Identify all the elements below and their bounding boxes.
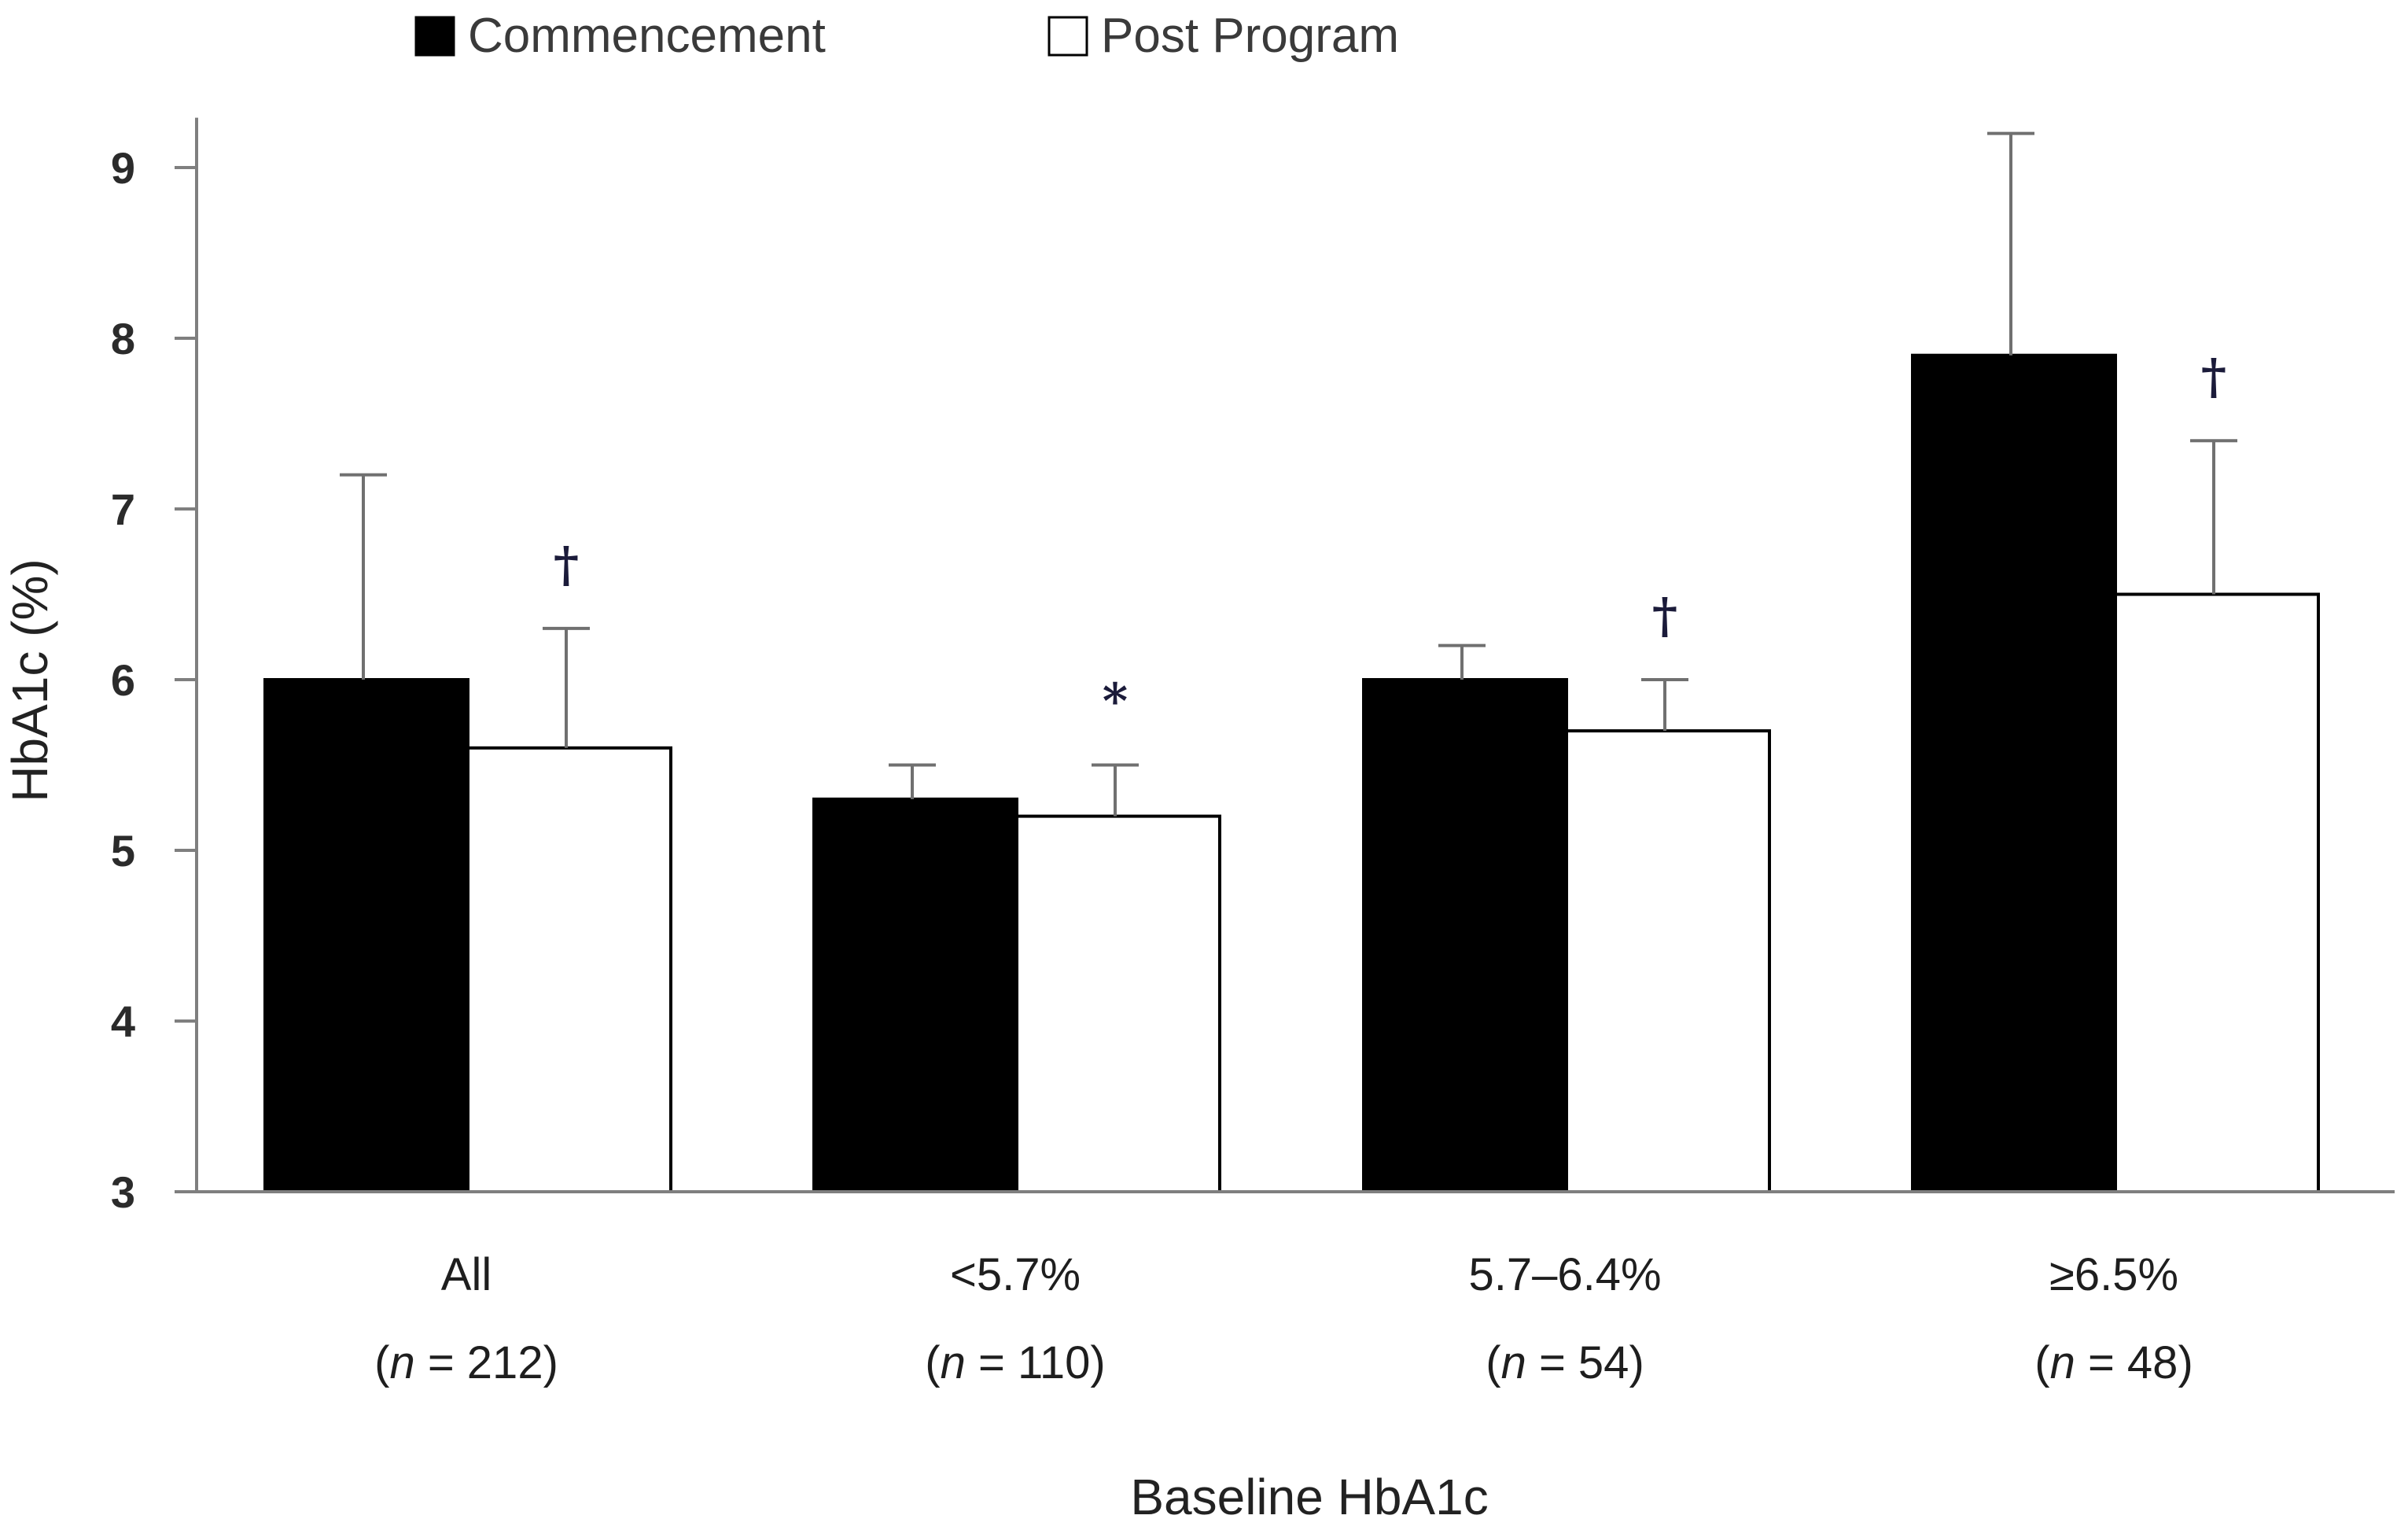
y-tick-label: 8: [111, 314, 135, 363]
bar-commencement: [1911, 353, 2117, 1194]
sample-size-n: n: [2050, 1337, 2075, 1388]
x-category-sample-size: (n = 54): [1486, 1337, 1644, 1388]
bar-post-program: [466, 746, 672, 1193]
x-axis: All(n = 212)<5.7%(n = 110)5.7–6.4%(n = 5…: [197, 1190, 2395, 1388]
bar-post-program: [1565, 729, 1771, 1193]
x-category-label: 5.7–6.4%: [1468, 1249, 1661, 1300]
significance-marker: †: [2201, 348, 2226, 405]
x-category-label: All: [441, 1249, 492, 1300]
y-tick-label: 4: [111, 997, 135, 1046]
sample-size-n: n: [1501, 1337, 1526, 1388]
legend-swatch-commencement: [414, 16, 455, 57]
bar-commencement: [1362, 678, 1568, 1193]
sample-size-value: = 110): [966, 1337, 1106, 1388]
x-category-label: ≥6.5%: [2049, 1249, 2178, 1300]
legend: Commencement Post Program: [414, 9, 1399, 63]
significance-marker: †: [554, 536, 579, 593]
sample-size-value: = 54): [1526, 1337, 1644, 1388]
bars: [263, 353, 2320, 1194]
bar-post-program: [1015, 814, 1221, 1193]
significance-marker: †: [1652, 587, 1677, 644]
sample-size-open: (: [925, 1337, 940, 1388]
legend-swatch-post-program: [1048, 16, 1088, 57]
y-tick-label: 5: [111, 826, 135, 876]
y-tick-label: 6: [111, 655, 135, 705]
y-axis: 3 4 5 6 7 8 9: [111, 117, 198, 1217]
y-tick-label: 7: [111, 485, 135, 534]
legend-label-commencement: Commencement: [468, 9, 826, 63]
y-tick-label: 9: [111, 143, 135, 193]
x-category-sample-size: (n = 110): [925, 1337, 1105, 1388]
bar-commencement: [812, 797, 1018, 1194]
sample-size-value: = 48): [2075, 1337, 2193, 1388]
sample-size-n: n: [389, 1337, 414, 1388]
sample-size-open: (: [1486, 1337, 1500, 1388]
significance-markers: † * † †: [554, 348, 2226, 729]
x-category-sample-size: (n = 212): [374, 1337, 558, 1388]
bar-post-program: [2114, 592, 2320, 1193]
legend-label-post-program: Post Program: [1101, 9, 1399, 63]
x-category-sample-size: (n = 48): [2034, 1337, 2193, 1388]
y-axis-title: HbA1c (%): [2, 559, 58, 802]
y-tick-label: 3: [111, 1167, 135, 1217]
error-bars: [340, 131, 2237, 817]
sample-size-open: (: [374, 1337, 389, 1388]
sample-size-open: (: [2034, 1337, 2049, 1388]
x-axis-title: Baseline HbA1c: [1130, 1469, 1488, 1525]
x-category-label: <5.7%: [950, 1249, 1081, 1300]
sample-size-n: n: [941, 1337, 966, 1388]
sample-size-value: = 212): [415, 1337, 558, 1388]
significance-marker: *: [1103, 673, 1128, 730]
bar-commencement: [263, 678, 469, 1193]
